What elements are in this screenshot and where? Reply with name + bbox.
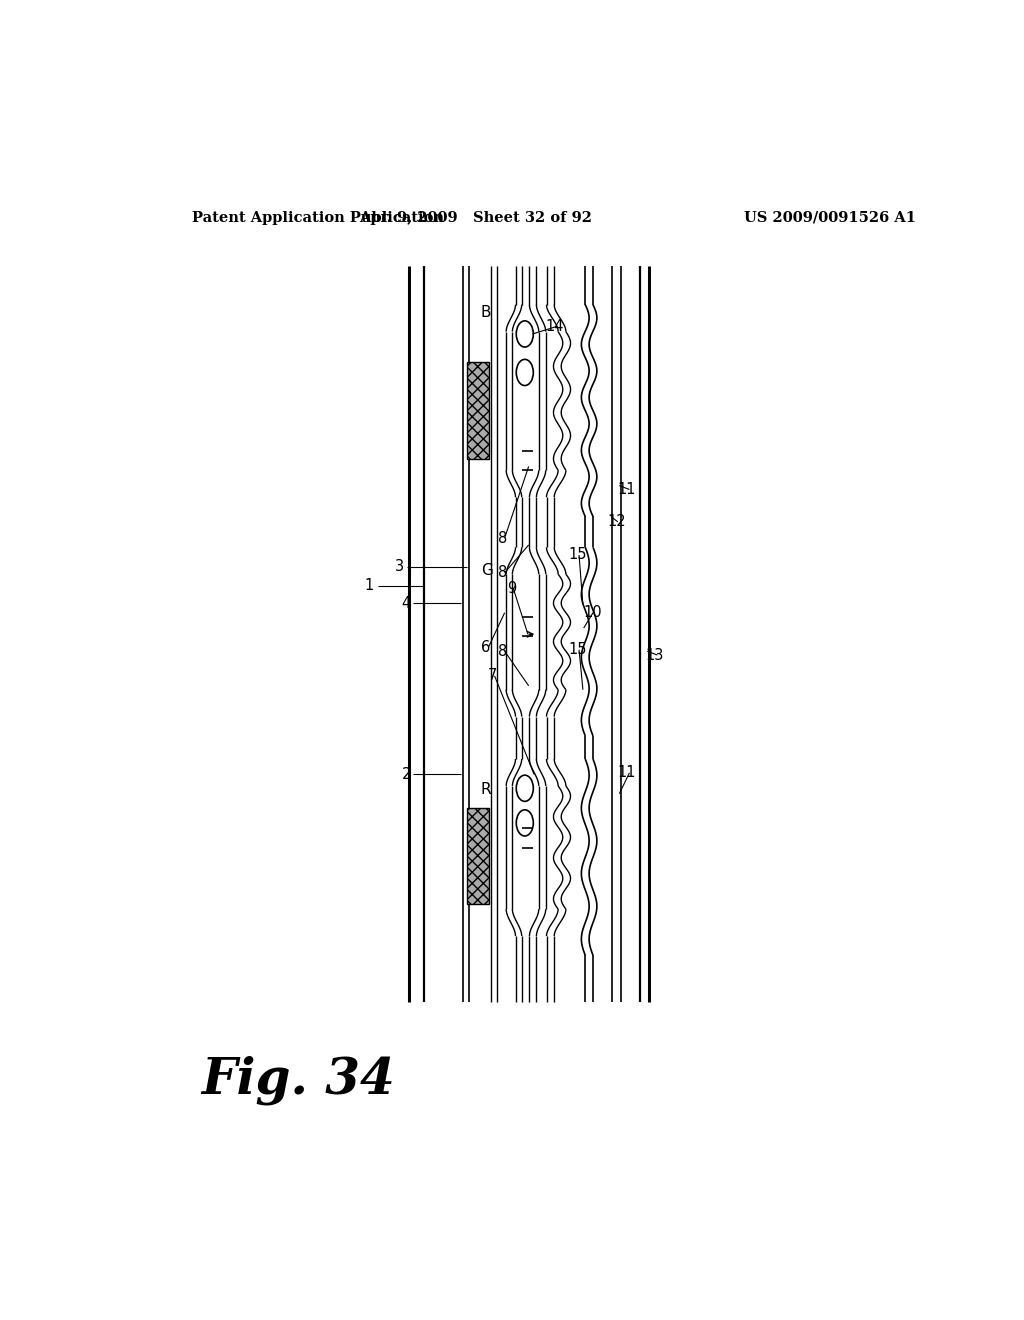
Text: 1: 1 bbox=[365, 578, 374, 593]
Text: 8: 8 bbox=[499, 565, 508, 581]
Text: 14: 14 bbox=[545, 318, 563, 334]
Text: Fig. 34: Fig. 34 bbox=[202, 1056, 395, 1105]
Text: G: G bbox=[480, 562, 493, 578]
Text: 4: 4 bbox=[401, 595, 411, 611]
Text: Patent Application Publication: Patent Application Publication bbox=[191, 211, 443, 224]
Text: 9: 9 bbox=[507, 581, 516, 595]
Text: 15: 15 bbox=[568, 642, 587, 657]
Text: 7: 7 bbox=[487, 668, 497, 684]
Text: 6: 6 bbox=[481, 640, 490, 655]
Text: 8: 8 bbox=[499, 531, 508, 545]
Text: B: B bbox=[480, 305, 492, 319]
Text: 2: 2 bbox=[401, 767, 411, 781]
Text: 12: 12 bbox=[607, 515, 626, 529]
Text: US 2009/0091526 A1: US 2009/0091526 A1 bbox=[744, 211, 916, 224]
Text: 11: 11 bbox=[617, 482, 636, 498]
Text: 15: 15 bbox=[568, 548, 587, 562]
Bar bbox=[467, 363, 489, 459]
Text: 3: 3 bbox=[395, 558, 404, 574]
Text: 13: 13 bbox=[646, 648, 665, 663]
Text: R: R bbox=[480, 783, 492, 797]
Text: 10: 10 bbox=[584, 605, 602, 620]
Text: Apr. 9, 2009   Sheet 32 of 92: Apr. 9, 2009 Sheet 32 of 92 bbox=[358, 211, 592, 224]
Bar bbox=[467, 808, 489, 904]
Text: 8: 8 bbox=[499, 644, 508, 659]
Text: 11: 11 bbox=[617, 766, 636, 780]
